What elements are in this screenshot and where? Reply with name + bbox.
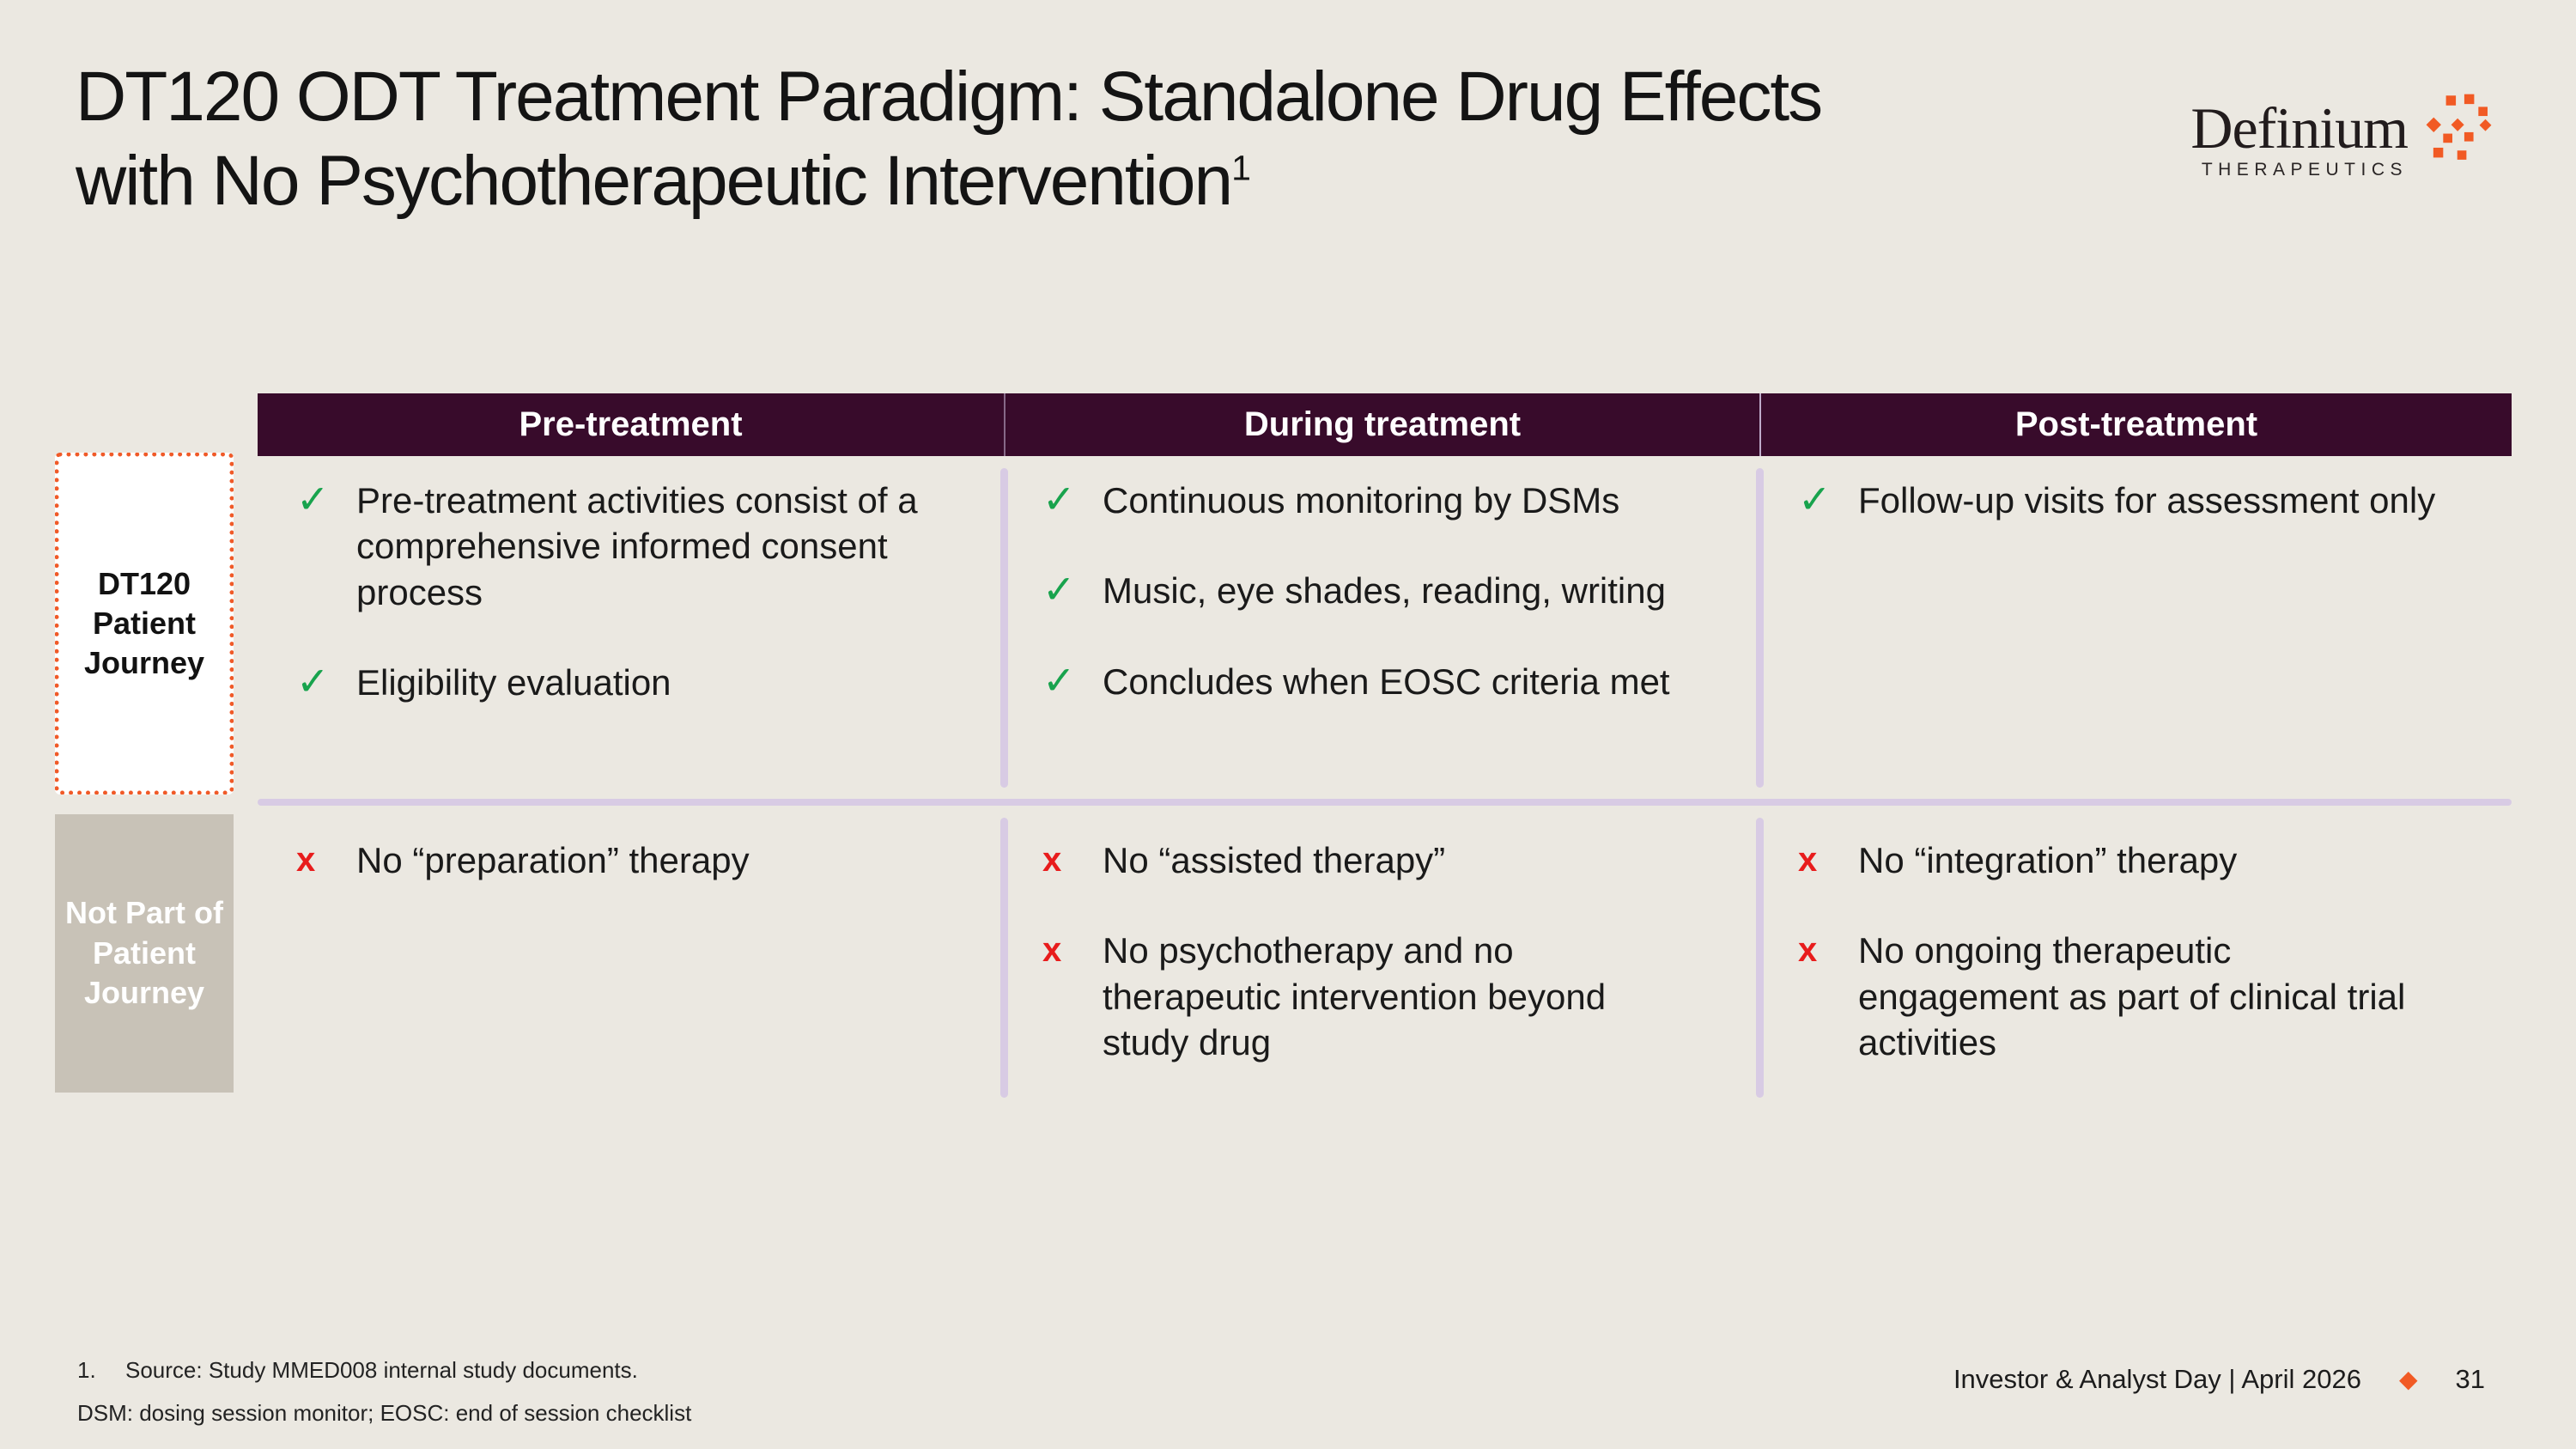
cross-icon: x	[296, 841, 316, 879]
page-number: 31	[2455, 1364, 2485, 1394]
footnote-source-text: Source: Study MMED008 internal study doc…	[125, 1357, 638, 1383]
cell-not-journey-during-treatment: x No “assisted therapy” x No psychothera…	[1042, 837, 1729, 1065]
check-icon: ✓	[296, 658, 330, 703]
check-icon: ✓	[1042, 657, 1076, 703]
list-item: ✓ Eligibility evaluation	[296, 660, 966, 705]
column-header-during-treatment: During treatment	[1004, 393, 1759, 456]
cell-journey-post-treatment: ✓ Follow-up visits for assessment only	[1798, 478, 2485, 523]
cell-journey-during-treatment: ✓ Continuous monitoring by DSMs ✓ Music,…	[1042, 478, 1729, 704]
item-text: Music, eye shades, reading, writing	[1103, 570, 1666, 612]
item-text: No ongoing therapeutic engagement as par…	[1858, 930, 2406, 1062]
footnote-abbreviations: DSM: dosing session monitor; EOSC: end o…	[77, 1400, 692, 1426]
page-title: DT120 ODT Treatment Paradigm: Standalone…	[76, 55, 2179, 224]
column-header-pre-treatment: Pre-treatment	[258, 393, 1004, 456]
check-icon: ✓	[296, 477, 330, 521]
item-text: Follow-up visits for assessment only	[1858, 480, 2436, 521]
item-text: Continuous monitoring by DSMs	[1103, 480, 1620, 521]
item-text: No “preparation” therapy	[356, 840, 750, 880]
check-icon: ✓	[1042, 477, 1076, 521]
diamond-icon: ◆	[2398, 1366, 2418, 1392]
row-divider	[258, 799, 2512, 806]
page-title-line1: DT120 ODT Treatment Paradigm: Standalone…	[76, 58, 1823, 136]
logo-subtitle: THERAPEUTICS	[2201, 160, 2408, 180]
item-text: No “integration” therapy	[1858, 840, 2238, 880]
item-text: No “assisted therapy”	[1103, 840, 1446, 880]
cross-icon: x	[1798, 841, 1818, 879]
column-divider	[1756, 468, 1764, 788]
list-item: x No “integration” therapy	[1798, 837, 2485, 883]
cell-not-journey-post-treatment: x No “integration” therapy x No ongoing …	[1798, 837, 2485, 1065]
column-divider	[1000, 468, 1008, 788]
column-divider	[1000, 818, 1008, 1098]
page-title-line2-text: with No Psychotherapeutic Intervention	[76, 142, 1233, 221]
row-label-not-part-of-journey: Not Part of Patient Journey	[55, 814, 234, 1093]
item-text: Pre-treatment activities consist of a co…	[356, 480, 918, 612]
cell-not-journey-pre-treatment: x No “preparation” therapy	[296, 837, 966, 883]
logo-row: Definium	[2190, 93, 2497, 163]
title-footnote-ref: 1	[1231, 149, 1251, 189]
item-text: Eligibility evaluation	[356, 661, 671, 703]
list-item: x No psychotherapy and no therapeutic in…	[1042, 928, 1729, 1065]
list-item: ✓ Continuous monitoring by DSMs	[1042, 478, 1729, 523]
list-item: ✓ Concludes when EOSC criteria met	[1042, 657, 1729, 704]
footer-event-label: Investor & Analyst Day | April 2026	[1953, 1364, 2361, 1394]
list-item: ✓ Follow-up visits for assessment only	[1798, 478, 2485, 523]
column-divider	[1756, 818, 1764, 1098]
logo-wordmark: Definium	[2190, 94, 2409, 161]
definium-logo-mark-icon	[2426, 94, 2492, 160]
cross-icon: x	[1798, 931, 1818, 970]
row-label-patient-journey: DT120 Patient Journey	[55, 453, 234, 795]
check-icon: ✓	[1798, 477, 1832, 521]
check-icon: ✓	[1042, 567, 1076, 612]
cross-icon: x	[1042, 841, 1062, 879]
page-title-line2: with No Psychotherapeutic Intervention1	[76, 139, 2179, 223]
list-item: ✓ Pre-treatment activities consist of a …	[296, 478, 966, 615]
list-item: x No “preparation” therapy	[296, 837, 966, 883]
list-item: ✓ Music, eye shades, reading, writing	[1042, 568, 1729, 613]
item-text: No psychotherapy and no therapeutic inte…	[1103, 930, 1607, 1062]
cross-icon: x	[1042, 931, 1062, 970]
slide-footer: Investor & Analyst Day | April 2026 ◆ 31	[1953, 1364, 2485, 1395]
list-item: x No “assisted therapy”	[1042, 837, 1729, 883]
footnote-source: 1. Source: Study MMED008 internal study …	[77, 1357, 638, 1384]
list-item: x No ongoing therapeutic engagement as p…	[1798, 928, 2485, 1065]
item-text: Concludes when EOSC criteria met	[1103, 661, 1670, 702]
footnote-number: 1.	[77, 1357, 96, 1383]
column-header-post-treatment: Post-treatment	[1759, 393, 2512, 456]
cell-journey-pre-treatment: ✓ Pre-treatment activities consist of a …	[296, 478, 966, 705]
company-logo: Definium THERAPEUTICS	[2190, 93, 2497, 180]
